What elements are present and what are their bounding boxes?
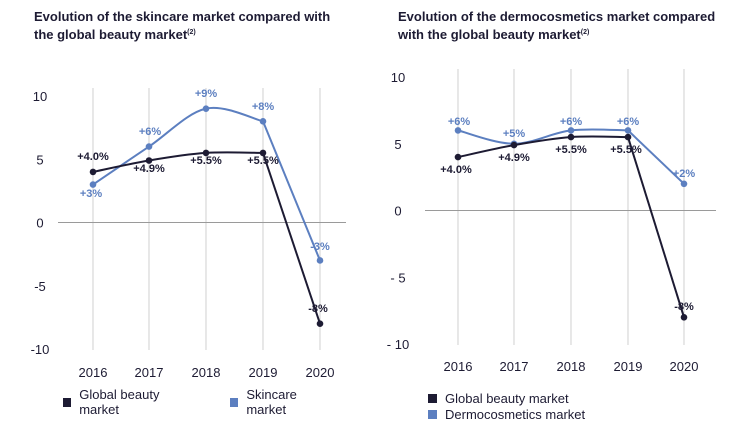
legend-swatch-global <box>428 393 437 403</box>
series-line-drop <box>262 152 321 325</box>
data-label: +2% <box>673 168 696 180</box>
legend-label: Global beauty market <box>79 387 160 417</box>
data-label: +4.0% <box>77 151 109 163</box>
data-point <box>680 180 688 188</box>
data-point <box>567 127 575 134</box>
data-point <box>145 143 153 150</box>
data-label: -3% <box>310 241 330 253</box>
chart-title: Evolution of the dermocosmetics market c… <box>398 9 716 42</box>
chart-title: Evolution of the skincare market compare… <box>34 9 331 42</box>
dermocosmetics-chart: 10 5 0 - 5 - 10 2016 2017 2018 2019 2020 +4.0% +4.9… <box>387 69 716 374</box>
data-point <box>624 133 632 141</box>
data-label: +5.5% <box>190 155 222 167</box>
data-point <box>202 149 210 157</box>
data-label: +5.5% <box>610 144 642 156</box>
x-tick-label: 2020 <box>306 365 335 380</box>
data-point <box>202 105 210 112</box>
x-tick-label: 2020 <box>670 359 699 374</box>
series-line-secondary <box>457 128 629 145</box>
series-line-drop <box>262 120 321 261</box>
x-tick-label: 2018 <box>192 365 221 380</box>
data-label: -8% <box>674 301 694 313</box>
legend-item-global: Global beauty market <box>428 390 585 406</box>
y-tick-label: -5 <box>34 279 46 294</box>
y-tick-label: - 5 <box>390 270 405 285</box>
data-label: +9% <box>195 88 218 100</box>
legend-swatch-global <box>63 397 72 407</box>
data-label: +5.5% <box>247 155 279 167</box>
y-tick-label: 10 <box>33 89 47 104</box>
data-label: +6% <box>139 126 162 138</box>
skincare-chart: 10 5 0 -5 -10 2016 2017 2018 2019 2020 +4.0% +4.9% +… <box>31 88 346 380</box>
data-label: +6% <box>448 116 471 128</box>
data-label: +8% <box>252 101 275 113</box>
series-line-global <box>92 151 264 173</box>
data-point <box>567 133 575 141</box>
x-tick-label: 2018 <box>557 359 586 374</box>
data-label: +3% <box>80 188 103 200</box>
data-point <box>510 141 518 149</box>
chart-legend: Global beauty market Skincare market <box>63 387 370 417</box>
legend-swatch-skincare <box>230 397 239 407</box>
y-tick-label: - 10 <box>387 337 409 352</box>
x-tick-label: 2019 <box>249 365 278 380</box>
legend-label: Skincare market <box>246 387 297 417</box>
y-tick-label: 5 <box>36 152 43 167</box>
x-tick-label: 2016 <box>444 359 473 374</box>
data-label: +6% <box>617 116 640 128</box>
y-tick-label: 5 <box>394 137 401 152</box>
data-point <box>259 149 267 157</box>
series-line-drop <box>627 129 685 185</box>
x-tick-label: 2016 <box>79 365 108 380</box>
legend-swatch-dermocosmetics <box>428 409 437 419</box>
data-label: +5.5% <box>555 144 587 156</box>
y-tick-label: 10 <box>391 70 405 85</box>
data-point <box>89 181 97 188</box>
legend-item-global: Global beauty market <box>63 387 192 417</box>
legend-label: Global beauty market <box>445 390 569 406</box>
chart-legend: Global beauty market Dermocosmetics mark… <box>428 390 585 422</box>
legend-item-dermocosmetics: Dermocosmetics market <box>428 406 585 422</box>
data-point <box>454 153 462 161</box>
data-point <box>316 320 324 328</box>
data-label: +5% <box>503 128 526 140</box>
series-line-secondary <box>92 106 264 186</box>
y-tick-label: 0 <box>394 204 401 219</box>
y-tick-label: 0 <box>36 216 43 231</box>
data-point <box>316 257 324 264</box>
skincare-chart-panel: Evolution of the skincare market compare… <box>31 9 370 417</box>
legend-label: Dermocosmetics market <box>445 406 586 422</box>
x-tick-label: 2017 <box>500 359 529 374</box>
series-line-global <box>457 135 629 159</box>
x-tick-label: 2017 <box>135 365 164 380</box>
data-point <box>624 127 632 134</box>
series-line-drop <box>627 136 685 318</box>
y-tick-label: -10 <box>31 342 50 357</box>
dermocosmetics-chart-panel: Evolution of the dermocosmetics market c… <box>370 0 740 429</box>
data-label: -8% <box>308 303 328 315</box>
data-point <box>259 118 267 125</box>
x-tick-label: 2019 <box>614 359 643 374</box>
data-point <box>680 314 688 321</box>
data-point <box>145 157 153 164</box>
data-point <box>89 168 97 176</box>
legend-item-skincare: Skincare market <box>230 387 332 417</box>
data-label: +4.0% <box>440 164 472 176</box>
data-point <box>454 127 462 134</box>
data-label: +6% <box>560 116 583 128</box>
data-label: +4.9% <box>133 163 165 175</box>
data-label: +4.9% <box>498 152 530 164</box>
